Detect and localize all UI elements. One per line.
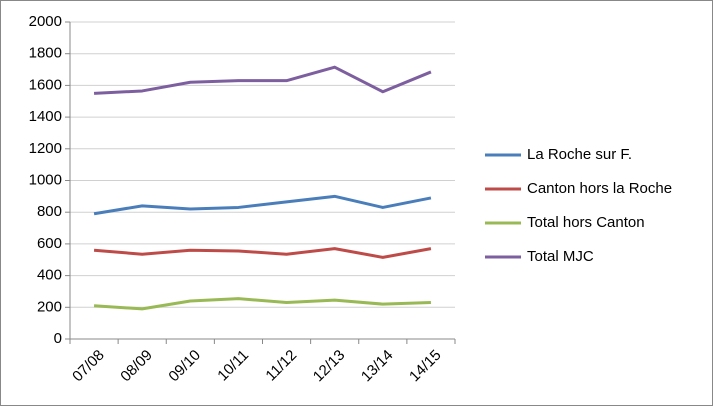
y-tick-label: 1800 bbox=[29, 45, 62, 62]
legend-label: La Roche sur F. bbox=[527, 146, 632, 163]
y-tick-label: 1200 bbox=[29, 140, 62, 157]
y-tick-label: 600 bbox=[37, 235, 62, 252]
y-tick-label: 1000 bbox=[29, 171, 62, 188]
y-tick-label: 0 bbox=[54, 330, 62, 347]
series-line bbox=[93, 65, 432, 95]
y-tick-label: 800 bbox=[37, 203, 62, 220]
series-line bbox=[93, 194, 432, 216]
y-tick-label: 200 bbox=[37, 298, 62, 315]
y-tick-label: 2000 bbox=[29, 13, 62, 30]
legend-label: Canton hors la Roche bbox=[527, 180, 672, 197]
legend-label: Total MJC bbox=[527, 248, 594, 265]
series-line bbox=[93, 247, 432, 259]
y-tick-label: 400 bbox=[37, 267, 62, 284]
legend-label: Total hors Canton bbox=[527, 214, 645, 231]
y-tick-label: 1600 bbox=[29, 76, 62, 93]
series-line bbox=[93, 297, 431, 311]
y-tick-label: 1400 bbox=[29, 108, 62, 125]
